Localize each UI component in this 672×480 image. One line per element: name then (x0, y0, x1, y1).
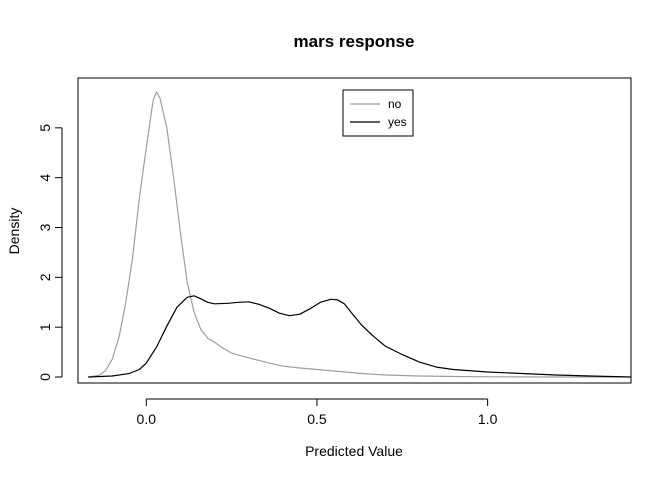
y-tick-label: 0 (37, 373, 53, 381)
legend-label-yes: yes (388, 115, 407, 129)
y-tick-label: 5 (37, 124, 53, 132)
y-axis: 0 1 2 3 4 5 (37, 124, 63, 381)
y-tick-label: 3 (37, 223, 53, 231)
x-axis: 0.0 0.5 1.0 (137, 398, 498, 427)
plot-area-border (77, 77, 632, 384)
legend-label-no: no (388, 97, 402, 111)
legend-box (342, 89, 414, 137)
y-axis-label: Density (6, 208, 22, 255)
x-axis-label: Predicted Value (305, 443, 403, 459)
x-tick-label: 0.0 (137, 411, 157, 427)
chart-title: mars response (294, 32, 415, 51)
x-tick-label: 1.0 (478, 411, 498, 427)
y-tick-label: 2 (37, 273, 53, 281)
series-line-yes (88, 295, 632, 378)
series-layer (88, 91, 632, 378)
y-tick-label: 1 (37, 323, 53, 331)
legend: no yes (342, 89, 414, 137)
series-line-no (88, 91, 625, 378)
y-tick-label: 4 (37, 174, 53, 182)
x-tick-label: 0.5 (307, 411, 327, 427)
